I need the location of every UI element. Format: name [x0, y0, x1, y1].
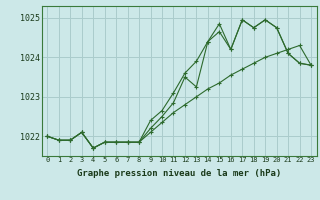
X-axis label: Graphe pression niveau de la mer (hPa): Graphe pression niveau de la mer (hPa) [77, 169, 281, 178]
